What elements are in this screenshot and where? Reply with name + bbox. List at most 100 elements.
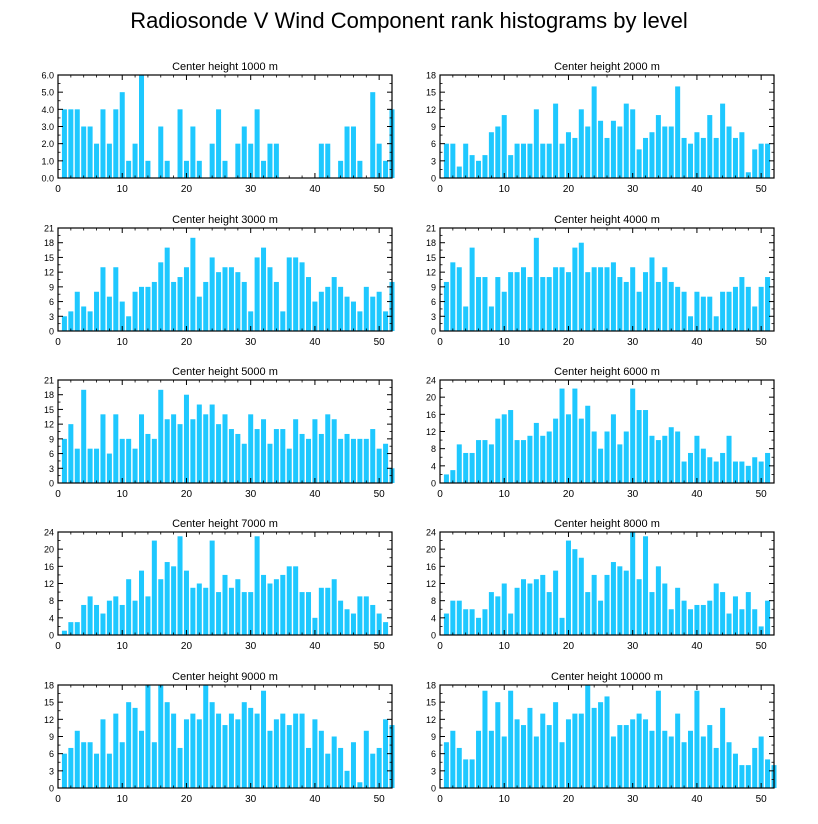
bar	[476, 277, 482, 331]
bar	[732, 461, 738, 483]
x-tick-label: 40	[691, 184, 703, 195]
bar	[203, 685, 209, 788]
bar	[598, 448, 604, 483]
x-tick-label: 0	[437, 794, 443, 805]
bar	[280, 429, 286, 483]
x-tick-label: 10	[117, 184, 129, 195]
bar	[598, 267, 604, 331]
y-tick-label: 21	[426, 224, 436, 234]
bar	[267, 443, 273, 483]
bar	[209, 143, 215, 178]
bar	[376, 448, 382, 483]
y-tick-label: 3	[431, 766, 436, 776]
bar	[383, 311, 389, 331]
bar	[694, 291, 700, 331]
bar	[273, 281, 279, 331]
bar	[739, 132, 745, 178]
bar	[533, 237, 539, 331]
bar	[527, 707, 533, 788]
y-tick-label: 16	[44, 562, 54, 572]
bar	[312, 617, 318, 635]
bar	[299, 592, 305, 635]
bar	[675, 431, 681, 483]
bar	[752, 747, 758, 788]
bar	[61, 630, 67, 635]
bar	[139, 286, 145, 331]
bar	[183, 160, 189, 178]
x-tick-label: 10	[117, 337, 129, 348]
y-tick-label: 6	[431, 139, 436, 149]
bar	[732, 753, 738, 788]
bar	[222, 725, 228, 788]
bar	[610, 562, 616, 635]
bar	[68, 622, 74, 636]
bar	[74, 448, 80, 483]
y-tick-label: 6	[431, 297, 436, 307]
bar	[87, 448, 93, 483]
y-tick-label: 16	[426, 562, 436, 572]
bar	[376, 613, 382, 635]
bar	[228, 429, 234, 483]
bar	[357, 160, 363, 178]
bar	[241, 281, 247, 331]
bar	[720, 452, 726, 483]
bar	[630, 109, 636, 178]
bar	[126, 438, 132, 483]
bar	[139, 570, 145, 636]
bar	[74, 730, 80, 788]
bar	[688, 143, 694, 178]
bar	[559, 267, 565, 331]
y-tick-label: 12	[426, 579, 436, 589]
bar	[540, 713, 546, 788]
bar	[318, 587, 324, 635]
bar	[456, 600, 462, 635]
bar	[707, 115, 713, 178]
y-tick-label: 12	[426, 268, 436, 278]
panel-title: Center height 3000 m	[172, 214, 278, 226]
bar	[469, 155, 475, 178]
bar	[286, 725, 292, 788]
bar	[241, 126, 247, 178]
bar	[450, 143, 456, 178]
bar	[74, 109, 80, 178]
y-tick-label: 5.0	[41, 88, 54, 98]
y-tick-label: 4.0	[41, 105, 54, 115]
bar	[61, 316, 67, 331]
bar	[370, 429, 376, 483]
bar	[293, 419, 299, 483]
bar	[700, 448, 706, 483]
bar	[540, 574, 546, 635]
x-tick-label: 50	[756, 184, 768, 195]
y-tick-label: 9	[431, 122, 436, 132]
bar	[636, 149, 642, 178]
panel-title: Center height 2000 m	[554, 61, 660, 73]
bar	[350, 613, 356, 635]
y-tick-label: 18	[426, 681, 436, 691]
bar	[81, 389, 87, 483]
y-tick-label: 0	[431, 631, 436, 641]
bar	[758, 736, 764, 788]
bar	[655, 566, 661, 635]
bar	[655, 281, 661, 331]
bar	[235, 143, 241, 178]
y-tick-label: 3	[49, 766, 54, 776]
histogram-panel-4: Center height 4000 m 0 10 20 30 40 50 0 3 6 9 12 15 1…	[426, 214, 775, 348]
bar	[681, 461, 687, 483]
bar	[745, 172, 751, 178]
y-tick-label: 21	[44, 376, 54, 386]
bar	[668, 736, 674, 788]
bar	[261, 690, 267, 788]
bar	[357, 596, 363, 636]
bar	[565, 414, 571, 483]
bar	[713, 316, 719, 331]
bar	[745, 765, 751, 788]
bar	[514, 587, 520, 635]
y-tick-label: 8	[431, 444, 436, 454]
bar	[61, 109, 67, 178]
x-tick-label: 30	[627, 337, 639, 348]
bar	[720, 707, 726, 788]
bar	[254, 429, 260, 483]
bar	[604, 137, 610, 178]
y-tick-label: 12	[44, 715, 54, 725]
